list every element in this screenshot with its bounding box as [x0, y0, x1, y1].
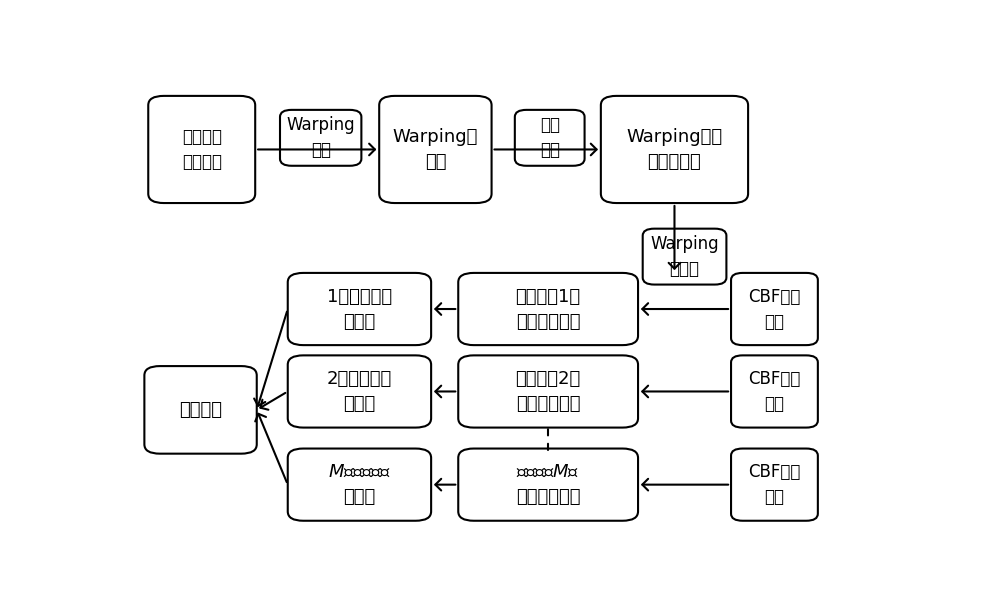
Text: Warping域单
阶模态信号: Warping域单 阶模态信号	[626, 128, 723, 171]
FancyBboxPatch shape	[458, 355, 638, 428]
FancyBboxPatch shape	[601, 96, 748, 203]
Text: Warping域
信号: Warping域 信号	[393, 128, 478, 171]
FancyBboxPatch shape	[458, 273, 638, 345]
Text: 模态
过滤: 模态 过滤	[540, 116, 560, 159]
FancyBboxPatch shape	[515, 110, 585, 166]
Text: Warping
变换: Warping 变换	[286, 116, 355, 159]
FancyBboxPatch shape	[643, 229, 726, 284]
Text: 所有基元1阶
模态时域信号: 所有基元1阶 模态时域信号	[516, 287, 581, 330]
Text: CBF波束
形成: CBF波束 形成	[748, 370, 801, 413]
FancyBboxPatch shape	[288, 355, 431, 428]
FancyBboxPatch shape	[288, 448, 431, 521]
Text: 1阶模态估计
方位角: 1阶模态估计 方位角	[327, 287, 392, 330]
FancyBboxPatch shape	[731, 273, 818, 345]
FancyBboxPatch shape	[148, 96, 255, 203]
Text: 对比分析: 对比分析	[179, 401, 222, 419]
FancyBboxPatch shape	[379, 96, 492, 203]
FancyBboxPatch shape	[288, 273, 431, 345]
Text: Warping
逆变换: Warping 逆变换	[650, 235, 719, 278]
FancyBboxPatch shape	[280, 110, 361, 166]
Text: 所有基元2阶
模态时域信号: 所有基元2阶 模态时域信号	[516, 370, 581, 413]
FancyBboxPatch shape	[144, 366, 257, 454]
Text: CBF波束
形成: CBF波束 形成	[748, 463, 801, 506]
FancyBboxPatch shape	[731, 355, 818, 428]
Text: 2阶模态估计
方位角: 2阶模态估计 方位角	[327, 370, 392, 413]
FancyBboxPatch shape	[731, 448, 818, 521]
Text: CBF波束
形成: CBF波束 形成	[748, 287, 801, 330]
FancyBboxPatch shape	[458, 448, 638, 521]
Text: $\mathit{M}$阶模态估计
方位角: $\mathit{M}$阶模态估计 方位角	[328, 463, 391, 506]
Text: 所有基元$\mathit{M}$阶
模态时域信号: 所有基元$\mathit{M}$阶 模态时域信号	[516, 463, 580, 506]
Text: 所有基元
接收信号: 所有基元 接收信号	[182, 128, 222, 171]
